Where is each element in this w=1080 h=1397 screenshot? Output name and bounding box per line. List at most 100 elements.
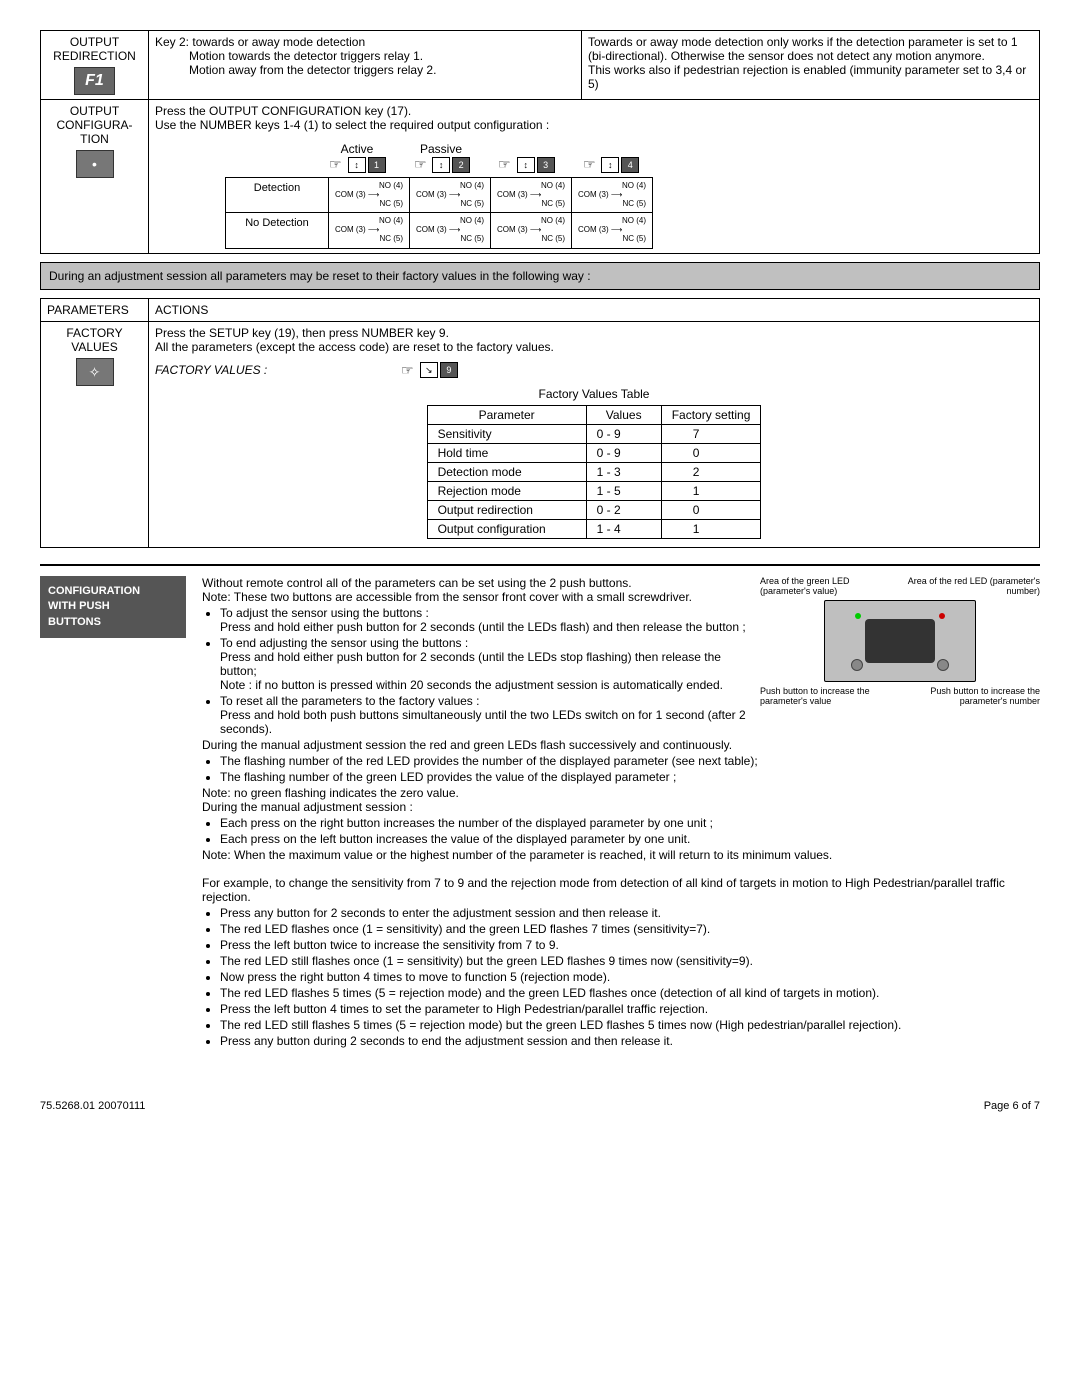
sensor-window: [865, 619, 935, 663]
label-red-led: Area of the red LED (parameter's number): [906, 576, 1040, 596]
list-item: The flashing number of the green LED pro…: [220, 770, 1040, 784]
label-right-button: Push button to increase the parameter's …: [906, 686, 1040, 706]
list-item: Each press on the right button increases…: [220, 816, 1040, 830]
sensor-diagram: Area of the green LED (parameter's value…: [760, 576, 1040, 706]
output-config-cell: OUTPUT CONFIGURA- TION •: [41, 100, 149, 254]
label: CONFIGURA-: [47, 118, 142, 132]
relay-diagram: NO (4)COM (3) ⟶NC (5): [578, 182, 646, 208]
relay-diagram: NO (4)COM (3) ⟶NC (5): [416, 217, 484, 243]
green-led-icon: [855, 613, 861, 619]
output-config-key-icon: •: [76, 150, 114, 178]
detection-table: Detection NO (4)COM (3) ⟶NC (5) NO (4)CO…: [225, 177, 653, 249]
list-item: Press any button for 2 seconds to enter …: [220, 906, 1040, 920]
fv-key-strip: ☜ ↘ 9: [401, 362, 458, 379]
label: VALUES: [47, 340, 142, 354]
red-led-icon: [939, 613, 945, 619]
config-push-buttons-section: CONFIGURATION WITH PUSH BUTTONS Area of …: [40, 564, 1040, 1050]
top-table: OUTPUT REDIRECTION F1 Key 2: towards or …: [40, 30, 1040, 254]
table-row: Sensitivity0 - 97: [427, 424, 761, 443]
label-green-led: Area of the green LED (parameter's value…: [760, 576, 894, 596]
text: Key 2: towards or away mode detection: [155, 35, 575, 49]
relay-diagram: NO (4)COM (3) ⟶NC (5): [578, 217, 646, 243]
label: OUTPUT: [47, 104, 142, 118]
row-detection: Detection: [226, 178, 329, 213]
text: During the manual adjustment session the…: [202, 738, 1040, 752]
table-row: Output configuration1 - 41: [427, 519, 761, 538]
relay-diagram: NO (4)COM (3) ⟶NC (5): [416, 182, 484, 208]
th-parameter: Parameter: [427, 405, 586, 424]
text: This works also if pedestrian rejection …: [588, 63, 1033, 91]
list-item: The flashing number of the red LED provi…: [220, 754, 1040, 768]
list-item: Press the left button twice to increase …: [220, 938, 1040, 952]
text: Motion away from the detector triggers r…: [155, 63, 575, 77]
text: Towards or away mode detection only work…: [588, 35, 1033, 63]
hand-icon: ☜: [401, 362, 414, 379]
output-config-body: Press the OUTPUT CONFIGURATION key (17).…: [149, 100, 1040, 254]
factory-values-body: Press the SETUP key (19), then press NUM…: [149, 321, 1040, 547]
hand-icon: ☜: [583, 156, 596, 173]
relay-diagram: NO (4)COM (3) ⟶NC (5): [335, 182, 403, 208]
label: OUTPUT: [47, 35, 142, 49]
list-item: The red LED flashes once (1 = sensitivit…: [220, 922, 1040, 936]
th-values: Values: [586, 405, 661, 424]
cfg-body: Area of the green LED (parameter's value…: [186, 576, 1040, 1050]
hdr-passive: Passive: [399, 142, 483, 156]
output-redirection-cell: OUTPUT REDIRECTION F1: [41, 31, 149, 100]
factory-values-left: FACTORY VALUES ✧: [41, 321, 149, 547]
factory-values-table: Parameter Values Factory setting Sensiti…: [427, 405, 762, 539]
hand-icon: ☜: [329, 156, 342, 173]
hdr-actions: ACTIONS: [149, 298, 1040, 321]
label: FACTORY: [47, 326, 142, 340]
table-row: Rejection mode1 - 51: [427, 481, 761, 500]
example-steps: Press any button for 2 seconds to enter …: [220, 906, 1040, 1048]
list-item: Press any button during 2 seconds to end…: [220, 1034, 1040, 1048]
table-row: Hold time0 - 90: [427, 443, 761, 462]
grey-bar: During an adjustment session all paramet…: [40, 262, 1040, 290]
factory-values-section: PARAMETERS ACTIONS FACTORY VALUES ✧ Pres…: [40, 298, 1040, 548]
hdr-parameters: PARAMETERS: [41, 298, 149, 321]
text: Note: When the maximum value or the high…: [202, 848, 1040, 862]
cfg-3: ☜↕3: [498, 156, 555, 173]
label: REDIRECTION: [47, 49, 142, 63]
table-row: Detection mode1 - 32: [427, 462, 761, 481]
f1-key-icon: F1: [74, 67, 115, 95]
cfg-2: ☜↕2: [414, 156, 471, 173]
text: Use the NUMBER keys 1-4 (1) to select th…: [155, 118, 1033, 132]
footer-left: 75.5268.01 20070111: [40, 1100, 145, 1112]
list-item: The red LED still flashes once (1 = sens…: [220, 954, 1040, 968]
th-factory: Factory setting: [661, 405, 761, 424]
list-item: Each press on the left button increases …: [220, 832, 1040, 846]
sparkle-key-icon: ✧: [76, 358, 114, 386]
table-row: Output redirection0 - 20: [427, 500, 761, 519]
list-item: Now press the right button 4 times to mo…: [220, 970, 1040, 984]
example-intro: For example, to change the sensitivity f…: [202, 876, 1040, 904]
fv-label: FACTORY VALUES :: [155, 363, 267, 377]
left-push-button: [851, 659, 863, 671]
cfg-4: ☜↕4: [583, 156, 640, 173]
text: Motion towards the detector triggers rel…: [155, 49, 575, 63]
page-footer: 75.5268.01 20070111 Page 6 of 7: [40, 1100, 1040, 1112]
relay-diagram: NO (4)COM (3) ⟶NC (5): [497, 182, 565, 208]
list-item: The red LED still flashes 5 times (5 = r…: [220, 1018, 1040, 1032]
hand-icon: ☜: [414, 156, 427, 173]
text: Press the SETUP key (19), then press NUM…: [155, 326, 1033, 340]
footer-right: Page 6 of 7: [984, 1100, 1040, 1112]
text: All the parameters (except the access co…: [155, 340, 1033, 354]
text: During the manual adjustment session :: [202, 800, 1040, 814]
key2-note-cell: Towards or away mode detection only work…: [582, 31, 1040, 100]
cfg-1: ☜↕1: [329, 156, 386, 173]
fv-caption: Factory Values Table: [155, 387, 1033, 401]
list-item: The red LED flashes 5 times (5 = rejecti…: [220, 986, 1040, 1000]
cfg-title-box: CONFIGURATION WITH PUSH BUTTONS: [40, 576, 186, 638]
hand-icon: ☜: [498, 156, 511, 173]
text: Note: no green flashing indicates the ze…: [202, 786, 1040, 800]
sensor-box: [824, 600, 976, 682]
relay-diagram: NO (4)COM (3) ⟶NC (5): [335, 217, 403, 243]
relay-diagram: NO (4)COM (3) ⟶NC (5): [497, 217, 565, 243]
label-left-button: Push button to increase the parameter's …: [760, 686, 894, 706]
row-no-detection: No Detection: [226, 213, 329, 248]
text: Press the OUTPUT CONFIGURATION key (17).: [155, 104, 1033, 118]
right-push-button: [937, 659, 949, 671]
list-item: Press the left button 4 times to set the…: [220, 1002, 1040, 1016]
label: TION: [47, 132, 142, 146]
